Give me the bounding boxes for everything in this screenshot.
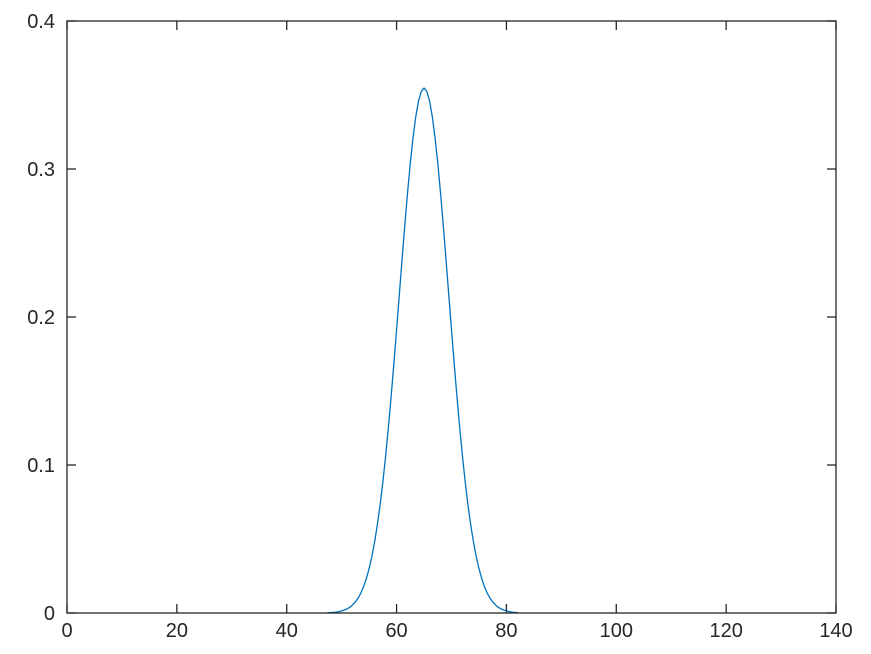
- x-tick-label: 140: [819, 620, 852, 642]
- x-tick-label: 80: [495, 620, 517, 642]
- axes-box: [66, 20, 837, 614]
- x-tick-label: 0: [61, 620, 72, 642]
- axis-tick-labels: 0 20 40 60 80 100 120 140 0 0.1 0.2 0.3 0.4: [27, 11, 853, 642]
- x-tick-label: 40: [276, 620, 298, 642]
- x-tick-label: 20: [166, 620, 188, 642]
- x-tick-label: 60: [385, 620, 407, 642]
- y-tick-label: 0.1: [27, 455, 55, 477]
- y-tick-label: 0.3: [27, 159, 55, 181]
- y-tick-label: 0.4: [27, 11, 55, 33]
- data-series: [327, 87, 519, 614]
- axis-ticks: [66, 20, 837, 614]
- y-tick-label: 0: [44, 603, 55, 625]
- curve-bell-curve: [327, 87, 519, 614]
- y-tick-label: 0.2: [27, 307, 55, 329]
- x-tick-label: 120: [709, 620, 742, 642]
- x-tick-label: 100: [600, 620, 633, 642]
